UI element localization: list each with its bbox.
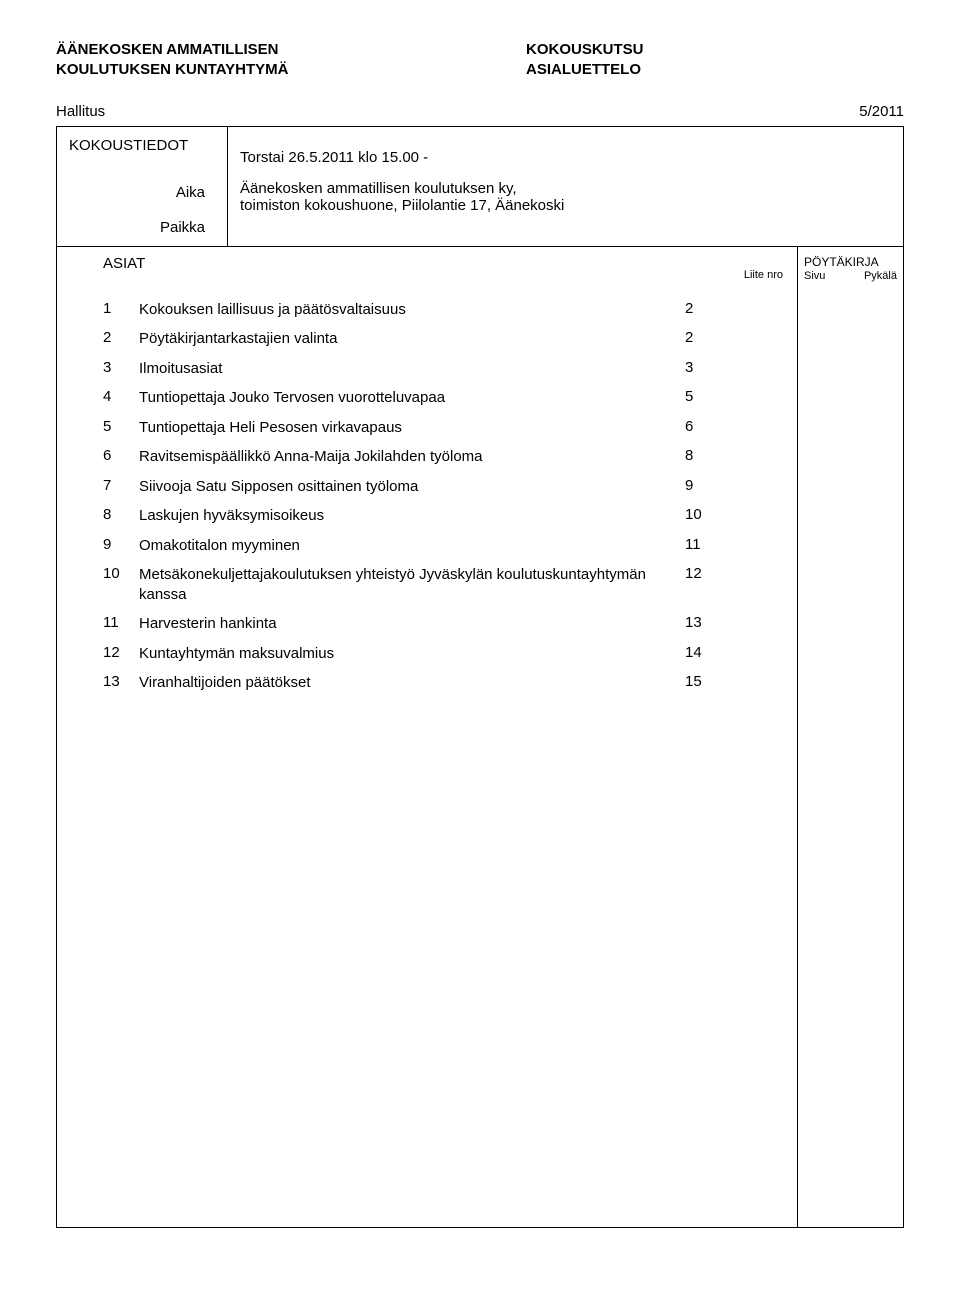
agenda-item-number: 7: [103, 477, 139, 494]
agenda-item-page: 9: [685, 477, 725, 494]
agenda-item: 5Tuntiopettaja Heli Pesosen virkavapaus6: [103, 418, 725, 438]
content-box: KOKOUSTIEDOT Aika Paikka Torstai 26.5.20…: [56, 126, 904, 1228]
paikka-value-2: toimiston kokoushuone, Piilolantie 17, Ä…: [240, 197, 891, 214]
org-line1: ÄÄNEKOSKEN AMMATILLISEN: [56, 40, 289, 60]
agenda-item: 13Viranhaltijoiden päätökset15: [103, 673, 725, 693]
aika-label: Aika: [69, 184, 215, 201]
agenda-item-page: 13: [685, 614, 725, 631]
org-line2: KOULUTUKSEN KUNTAYHTYMÄ: [56, 60, 289, 80]
asiat-label: ASIAT: [103, 255, 725, 272]
agenda-item-page: 2: [685, 300, 725, 317]
agenda-item-page: 2: [685, 329, 725, 346]
doctype-line2: ASIALUETTELO: [526, 60, 644, 80]
header-org: ÄÄNEKOSKEN AMMATILLISEN KOULUTUKSEN KUNT…: [56, 40, 289, 81]
agenda-item-text: Harvesterin hankinta: [139, 614, 685, 634]
agenda-item-number: 1: [103, 300, 139, 317]
meeting-info-row: KOKOUSTIEDOT Aika Paikka Torstai 26.5.20…: [57, 127, 903, 247]
agenda-main: ASIAT 1Kokouksen laillisuus ja päätösval…: [95, 247, 797, 1227]
agenda-item-number: 12: [103, 644, 139, 661]
header: ÄÄNEKOSKEN AMMATILLISEN KOULUTUKSEN KUNT…: [56, 40, 904, 81]
meeting-labels: KOKOUSTIEDOT Aika Paikka: [57, 127, 227, 246]
sivu-label: Sivu: [804, 270, 825, 282]
agenda-item-number: 6: [103, 447, 139, 464]
agenda-item-text: Metsäkonekuljettajakoulutuksen yhteistyö…: [139, 565, 685, 604]
agenda-item: 12Kuntayhtymän maksuvalmius14: [103, 644, 725, 664]
agenda-item: 1Kokouksen laillisuus ja päätösvaltaisuu…: [103, 300, 725, 320]
agenda-item: 6Ravitsemispäällikkö Anna-Maija Jokilahd…: [103, 447, 725, 467]
agenda-item-text: Tuntiopettaja Heli Pesosen virkavapaus: [139, 418, 685, 438]
agenda-item-text: Ilmoitusasiat: [139, 359, 685, 379]
agenda-item-page: 11: [685, 536, 725, 553]
agenda-item-page: 14: [685, 644, 725, 661]
header-doctype: KOKOUSKUTSU ASIALUETTELO: [526, 40, 644, 81]
agenda-item-text: Kokouksen laillisuus ja päätösvaltaisuus: [139, 300, 685, 320]
kokoustiedot-label: KOKOUSTIEDOT: [69, 137, 215, 154]
board-name: Hallitus: [56, 103, 105, 120]
agenda-item-number: 5: [103, 418, 139, 435]
agenda-item: 4Tuntiopettaja Jouko Tervosen vuorottelu…: [103, 388, 725, 408]
paikka-label: Paikka: [69, 219, 215, 236]
poytakirja-sublabels: Sivu Pykälä: [804, 270, 897, 282]
left-margin-col: [57, 247, 95, 1227]
agenda-item: 10Metsäkonekuljettajakoulutuksen yhteist…: [103, 565, 725, 604]
agenda-item-number: 11: [103, 614, 139, 631]
agenda-item-page: 15: [685, 673, 725, 690]
agenda-item-text: Pöytäkirjantarkastajien valinta: [139, 329, 685, 349]
agenda-item-number: 4: [103, 388, 139, 405]
agenda-item-text: Laskujen hyväksymisoikeus: [139, 506, 685, 526]
agenda-item-page: 6: [685, 418, 725, 435]
agenda-item-number: 10: [103, 565, 139, 582]
agenda-item-text: Viranhaltijoiden päätökset: [139, 673, 685, 693]
agenda-item-number: 3: [103, 359, 139, 376]
agenda-item-text: Kuntayhtymän maksuvalmius: [139, 644, 685, 664]
meeting-number: 5/2011: [859, 103, 904, 120]
agenda-item: 7Siivooja Satu Sipposen osittainen työlo…: [103, 477, 725, 497]
agenda-item-number: 13: [103, 673, 139, 690]
agenda-item: 3Ilmoitusasiat3: [103, 359, 725, 379]
agenda-item-text: Ravitsemispäällikkö Anna-Maija Jokilahde…: [139, 447, 685, 467]
agenda-item: 8Laskujen hyväksymisoikeus10: [103, 506, 725, 526]
poytakirja-col: PÖYTÄKIRJA Sivu Pykälä: [797, 247, 903, 1227]
agenda-row: ASIAT 1Kokouksen laillisuus ja päätösval…: [57, 247, 903, 1227]
paikka-value-1: Äänekosken ammatillisen koulutuksen ky,: [240, 180, 891, 197]
liite-nro-label: Liite nro: [725, 255, 789, 281]
meeting-values: Torstai 26.5.2011 klo 15.00 - Äänekosken…: [227, 127, 903, 246]
page: ÄÄNEKOSKEN AMMATILLISEN KOULUTUKSEN KUNT…: [0, 0, 960, 1268]
aika-value: Torstai 26.5.2011 klo 15.00 -: [240, 149, 891, 166]
agenda-item-page: 8: [685, 447, 725, 464]
agenda-item: 2Pöytäkirjantarkastajien valinta2: [103, 329, 725, 349]
agenda-item-page: 12: [685, 565, 725, 582]
agenda-item-page: 3: [685, 359, 725, 376]
agenda-item: 9Omakotitalon myyminen11: [103, 536, 725, 556]
agenda-item-text: Tuntiopettaja Jouko Tervosen vuorotteluv…: [139, 388, 685, 408]
pykala-label: Pykälä: [864, 270, 897, 282]
agenda-item-page: 5: [685, 388, 725, 405]
agenda-item: 11Harvesterin hankinta13: [103, 614, 725, 634]
agenda-item-number: 8: [103, 506, 139, 523]
sub-header: Hallitus 5/2011: [56, 103, 904, 120]
agenda-items: 1Kokouksen laillisuus ja päätösvaltaisuu…: [103, 300, 725, 693]
doctype-line1: KOKOUSKUTSU: [526, 40, 644, 60]
agenda-item-page: 10: [685, 506, 725, 523]
agenda-item-text: Omakotitalon myyminen: [139, 536, 685, 556]
agenda-item-number: 9: [103, 536, 139, 553]
agenda-item-text: Siivooja Satu Sipposen osittainen työlom…: [139, 477, 685, 497]
agenda-item-number: 2: [103, 329, 139, 346]
poytakirja-label: PÖYTÄKIRJA: [804, 255, 897, 270]
